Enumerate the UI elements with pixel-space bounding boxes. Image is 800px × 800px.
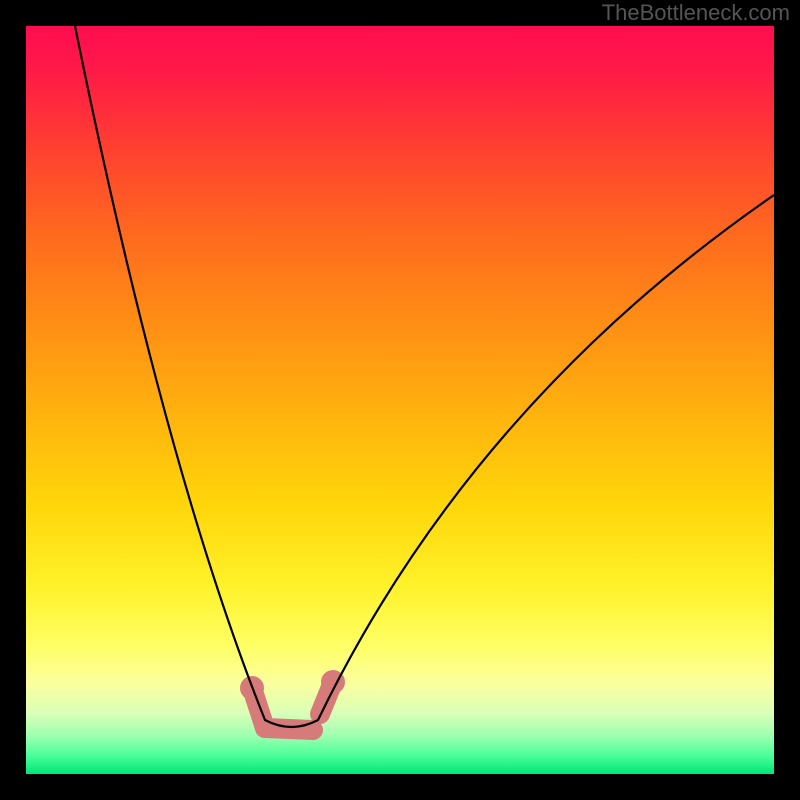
chart-svg bbox=[0, 0, 800, 800]
watermark-text: TheBottleneck.com bbox=[602, 0, 790, 26]
highlight-segment bbox=[265, 728, 313, 730]
plot-area bbox=[26, 26, 774, 774]
chart-container: TheBottleneck.com bbox=[0, 0, 800, 800]
